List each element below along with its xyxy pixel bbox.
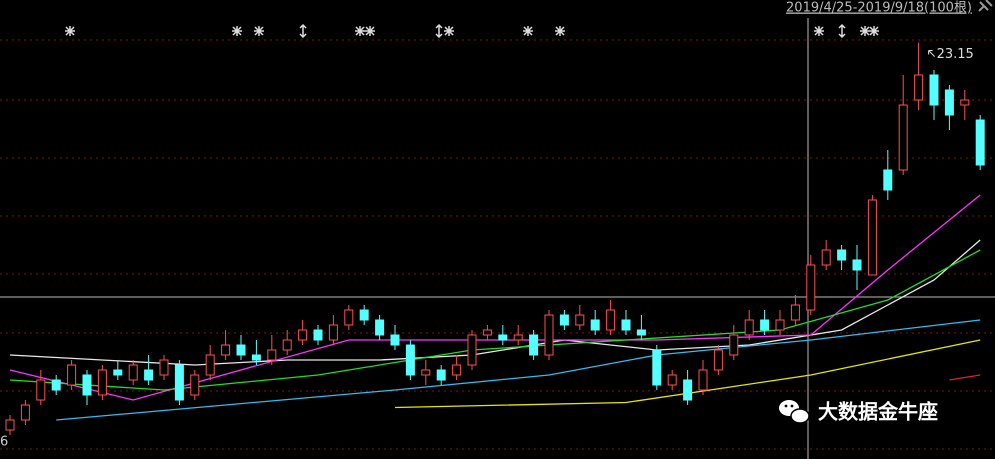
candle-body: [67, 364, 77, 386]
candle-body: [344, 309, 354, 326]
candle-body: [498, 334, 508, 341]
candle-body: [821, 249, 831, 266]
marker-icon: [555, 26, 565, 36]
ma-line: [9, 249, 981, 391]
candle-body: [174, 364, 184, 401]
candle-body: [960, 99, 970, 106]
candle-body: [929, 74, 939, 106]
watermark: 大数据金牛座: [818, 400, 938, 424]
candle-body: [698, 369, 708, 391]
candle-body: [405, 344, 415, 376]
range-label: 2019/4/25-2019/9/18(100根): [786, 1, 972, 16]
candle-body: [421, 369, 431, 376]
candle-body: [790, 304, 800, 321]
candle-body: [667, 374, 677, 386]
marker-icon: [838, 23, 846, 39]
candle-body: [159, 359, 169, 376]
candle-body: [590, 319, 600, 331]
candle-body: [190, 374, 200, 396]
candle-body: [867, 199, 877, 276]
candle-body: [744, 319, 754, 336]
candle-body: [251, 354, 261, 361]
candle-body: [436, 369, 446, 381]
candle-body: [513, 334, 523, 341]
candle-body: [467, 334, 477, 366]
candle-body: [544, 314, 554, 356]
candle-body: [760, 319, 770, 331]
moving-averages: [9, 194, 981, 421]
candle-body: [267, 349, 277, 361]
candle-body: [713, 349, 723, 371]
candle-body: [729, 334, 739, 356]
candle-body: [652, 349, 662, 386]
ma-line: [394, 339, 981, 409]
candle-body: [221, 344, 231, 356]
candle-body: [898, 104, 908, 171]
candle-body: [482, 329, 492, 336]
candle-body: [559, 314, 569, 326]
candle-body: [36, 379, 46, 401]
ma-line: [9, 194, 981, 401]
candle-body: [621, 319, 631, 331]
candle-body: [97, 369, 107, 396]
candle-body: [298, 329, 308, 341]
marker-icon: [355, 26, 375, 36]
candle-body: [975, 119, 985, 166]
candle-body: [5, 419, 15, 431]
candle-body: [128, 364, 138, 381]
candle-body: [452, 364, 462, 376]
candle-body: [883, 169, 893, 191]
candle-body: [375, 319, 385, 336]
candle-body: [837, 249, 847, 261]
candle-body: [775, 319, 785, 331]
marker-icon: [232, 26, 242, 36]
max-pointer: [928, 50, 935, 57]
candle-body: [390, 334, 400, 346]
max-label: 23.15: [937, 47, 974, 62]
candle-body: [328, 324, 338, 341]
candle-body: [683, 379, 693, 401]
marker-icon: [435, 23, 454, 39]
candle-body: [313, 329, 323, 341]
candle-body: [113, 369, 123, 376]
candle-body: [51, 379, 61, 391]
candle-body: [236, 344, 246, 356]
candle-body: [575, 314, 585, 326]
grid: [0, 39, 995, 450]
ma-line: [56, 319, 981, 421]
candle-body: [282, 339, 292, 351]
marker-icon: [65, 26, 75, 36]
markers: [65, 23, 879, 39]
marker-icon: [523, 26, 533, 36]
candle-body: [852, 259, 862, 271]
watermark-logo: [779, 400, 810, 424]
marker-icon: [254, 26, 264, 36]
candle-body: [20, 404, 30, 421]
candle-body: [806, 264, 816, 311]
candle-body: [606, 309, 616, 331]
ma-line: [949, 374, 981, 381]
candle-body: [359, 309, 369, 321]
marker-icon: [299, 23, 307, 39]
marker-icon: [814, 26, 824, 36]
candle-body: [144, 369, 154, 381]
pin-icon[interactable]: [978, 0, 993, 12]
candle-body: [205, 354, 215, 376]
candle-body: [914, 74, 924, 101]
corner-label: 6: [0, 435, 8, 450]
candle-body: [82, 374, 92, 396]
ma-line: [9, 239, 981, 366]
marker-icon: [860, 26, 879, 36]
candle-body: [944, 89, 954, 116]
candles: [5, 42, 985, 435]
candle-body: [636, 329, 646, 336]
candle-body: [529, 334, 539, 356]
